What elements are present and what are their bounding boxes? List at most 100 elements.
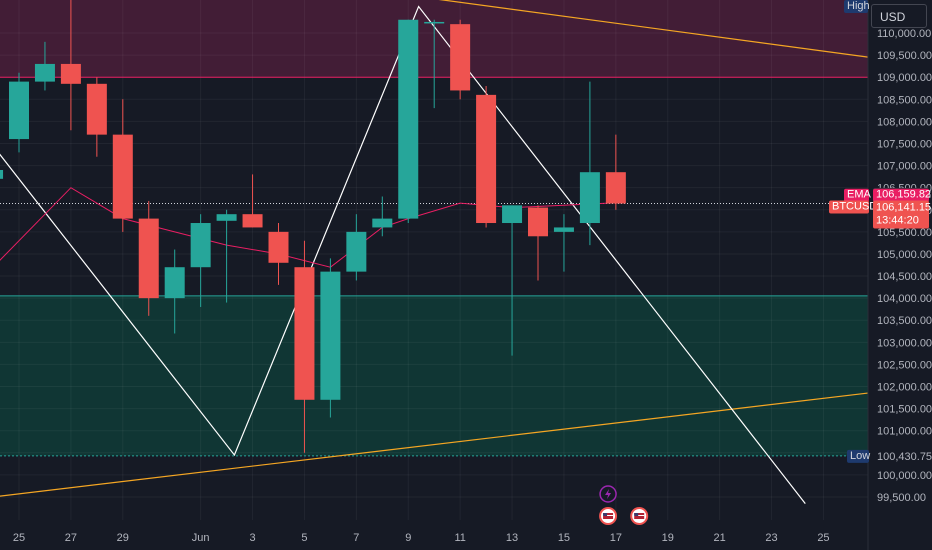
support-zone — [0, 295, 868, 456]
candle — [242, 174, 263, 228]
candle-body — [605, 172, 626, 204]
low-tag: Low — [850, 450, 870, 462]
x-tick-label: 5 — [301, 532, 307, 544]
candle-body — [528, 207, 548, 237]
candle-body — [34, 63, 55, 82]
flag-canton — [603, 513, 608, 516]
y-tick-label: 108,000.00 — [877, 116, 932, 128]
ema-tag: EMA — [847, 189, 872, 201]
candle-body — [294, 267, 315, 400]
candle — [86, 77, 107, 157]
candle-body — [138, 218, 159, 299]
candle — [502, 205, 523, 356]
candle-body — [9, 81, 29, 140]
x-tick-label: 19 — [662, 532, 674, 544]
low-value-label: 100,430.75 — [877, 451, 932, 463]
candle-body — [553, 227, 574, 232]
candle — [528, 205, 548, 281]
last-price-label: 106,141.15 — [876, 202, 931, 214]
x-tick-label: 25 — [817, 532, 829, 544]
x-tick-label: 11 — [454, 532, 465, 544]
currency-label: USD — [880, 10, 906, 24]
currency-selector[interactable]: USD — [871, 4, 927, 28]
candle-body — [216, 214, 237, 221]
candle — [579, 81, 600, 246]
candle-body — [450, 24, 471, 91]
high-tag-bg — [844, 0, 868, 13]
ema-line — [0, 187, 616, 268]
y-tick-label: 101,500.00 — [877, 404, 932, 416]
candle-body — [112, 134, 133, 219]
last-price-bg — [873, 200, 929, 229]
y-tick-label: 105,000.00 — [877, 249, 932, 261]
y-tick-label: 102,000.00 — [877, 382, 932, 394]
y-tick-label: 107,500.00 — [877, 138, 932, 150]
candle-body — [268, 231, 289, 263]
ema-value-bg — [873, 188, 929, 202]
candle — [190, 214, 211, 307]
x-tick-label: 27 — [65, 532, 77, 544]
x-tick-label: 17 — [610, 532, 622, 544]
y-tick-label: 109,000.00 — [877, 72, 932, 84]
candle — [9, 72, 29, 153]
y-tick-label: 110,000.00 — [877, 28, 931, 40]
candle — [372, 196, 393, 237]
x-tick-label: 15 — [558, 532, 570, 544]
candle — [294, 240, 315, 453]
candle — [320, 258, 341, 418]
candle-body — [0, 169, 4, 179]
flag-stripe-white — [634, 515, 645, 516]
x-tick-label: 23 — [765, 532, 777, 544]
symbol-tag: BTCUSD — [832, 201, 877, 213]
candle — [34, 41, 55, 91]
candle — [398, 19, 419, 224]
candle — [60, 0, 81, 131]
candle — [605, 134, 626, 210]
x-tick-label: 13 — [506, 532, 518, 544]
x-tick-label: 21 — [714, 532, 726, 544]
trendline-upper — [438, 0, 886, 61]
ema-value: 106,159.82 — [876, 189, 931, 201]
candle — [216, 209, 237, 303]
candle-body — [476, 94, 497, 224]
candle-body — [164, 267, 185, 299]
y-tick-label: 103,500.00 — [877, 315, 932, 327]
candle — [164, 249, 185, 334]
candle — [268, 223, 289, 285]
y-tick-label: 104,000.00 — [877, 293, 932, 305]
x-tick-label: 25 — [13, 532, 25, 544]
x-tick-label: Jun — [192, 532, 210, 544]
candle — [0, 169, 4, 179]
x-tick-label: 9 — [405, 532, 411, 544]
y-tick-label: 102,500.00 — [877, 359, 932, 371]
trendline-lower — [0, 390, 886, 497]
candle-body — [502, 205, 523, 224]
candle — [476, 86, 497, 228]
candle-body — [86, 83, 107, 135]
flag-canton — [634, 513, 639, 516]
x-tick-label: 7 — [353, 532, 359, 544]
y-tick-label: 107,000.00 — [877, 161, 932, 173]
ema-tag-bg — [844, 188, 869, 202]
candle-body — [346, 231, 367, 272]
candle — [450, 19, 471, 100]
candle — [138, 200, 159, 316]
symbol-tag-bg — [829, 200, 869, 214]
candle-body — [60, 63, 81, 84]
x-tick-label: 29 — [117, 532, 129, 544]
candle — [553, 214, 574, 272]
candle-body — [372, 218, 393, 228]
candle — [346, 214, 367, 281]
candle-body — [242, 214, 263, 228]
y-tick-label: 108,500.00 — [877, 94, 932, 106]
y-tick-label: 104,500.00 — [877, 271, 932, 283]
low-tag-bg — [847, 449, 869, 463]
candle — [424, 19, 445, 109]
lightning-glyph — [605, 489, 612, 499]
y-tick-label: 105,500.00 — [877, 227, 932, 239]
high-tag: High — [847, 0, 870, 12]
candle-body — [579, 172, 600, 224]
candle-body — [424, 21, 445, 24]
